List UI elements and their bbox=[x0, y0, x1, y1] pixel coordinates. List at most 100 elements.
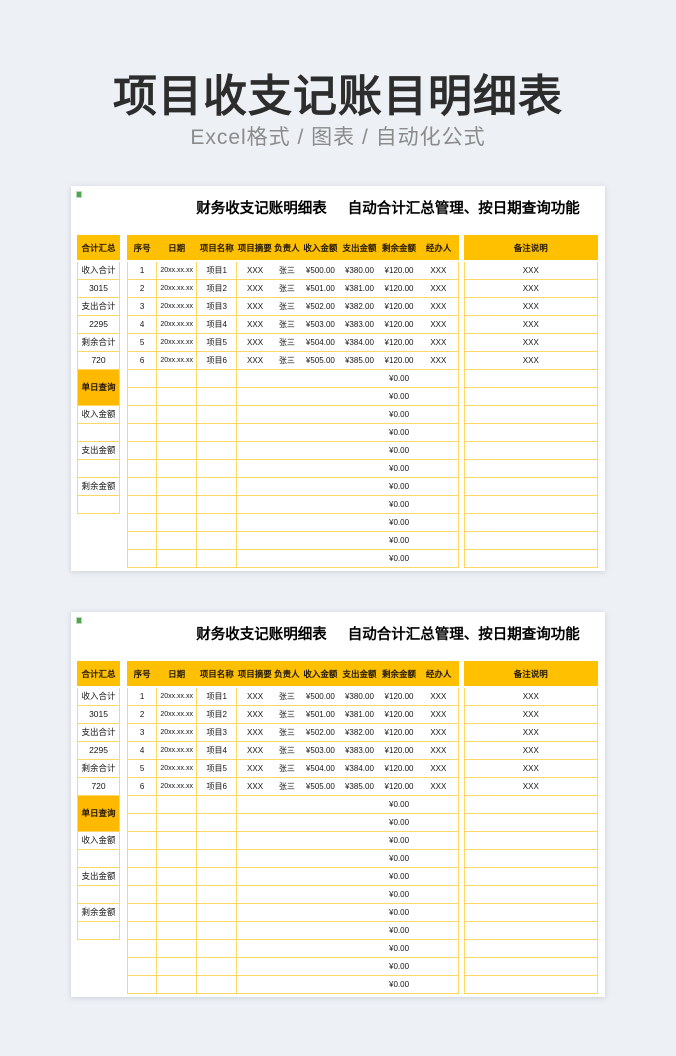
cell-day-query: 单日查询 bbox=[76, 369, 121, 406]
cell-balance: ¥120.00 bbox=[378, 297, 420, 316]
cell-expense bbox=[339, 831, 379, 850]
cell-summary-label: 剩余金额 bbox=[76, 903, 121, 922]
column-gap bbox=[119, 369, 128, 388]
cell-selection-artifact bbox=[76, 617, 82, 624]
cell-owner bbox=[272, 957, 301, 976]
column-gap bbox=[458, 387, 465, 406]
cell-expense: ¥382.00 bbox=[339, 723, 379, 742]
cell-owner bbox=[272, 531, 301, 550]
cell-income: ¥503.00 bbox=[300, 315, 340, 334]
cell-summary-label: 收入金额 bbox=[76, 831, 121, 850]
cell-none bbox=[78, 550, 120, 568]
cell-income bbox=[300, 921, 340, 940]
cell-handler: XXX bbox=[419, 777, 459, 796]
cell-date bbox=[156, 477, 198, 496]
cell-balance-zero: ¥0.00 bbox=[378, 831, 420, 850]
data-row: 收入合计 1 20xx.xx.xx 项目1 XXX 张三 ¥500.00 ¥380.00 ¥12… bbox=[76, 260, 599, 280]
cell-project-name bbox=[196, 423, 238, 442]
column-gap bbox=[119, 795, 128, 814]
column-header-notes: 备注说明 bbox=[463, 661, 599, 688]
sheet-title-main: 财务收支记账明细表 bbox=[196, 201, 327, 217]
cell-owner: 张三 bbox=[272, 759, 301, 778]
cell-balance: ¥120.00 bbox=[378, 351, 420, 370]
cell-summary: 720 bbox=[76, 777, 121, 796]
cell-handler: XXX bbox=[419, 315, 459, 334]
cell-expense bbox=[339, 387, 379, 406]
cell-notes bbox=[463, 549, 599, 568]
column-gap bbox=[119, 387, 128, 406]
cell-project-name: 项目5 bbox=[196, 333, 238, 352]
cell-project-summary: XXX bbox=[236, 279, 273, 298]
empty-row: 支出金额 ¥0.00 bbox=[76, 867, 599, 886]
column-gap bbox=[119, 777, 128, 796]
cell-expense bbox=[339, 975, 379, 994]
cell-day-query: 单日查询 bbox=[76, 795, 121, 832]
cell-expense bbox=[339, 441, 379, 460]
cell-expense: ¥385.00 bbox=[339, 777, 379, 796]
cell-none bbox=[78, 940, 120, 958]
empty-row: 支出金额 ¥0.00 bbox=[76, 441, 599, 460]
cell-income: ¥504.00 bbox=[300, 333, 340, 352]
cell-income bbox=[300, 867, 340, 886]
cell-project-summary: XXX bbox=[236, 777, 273, 796]
cell-notes: XXX bbox=[463, 777, 599, 796]
cell-balance: ¥120.00 bbox=[378, 315, 420, 334]
cell-balance-zero: ¥0.00 bbox=[378, 459, 420, 478]
cell-handler: XXX bbox=[419, 279, 459, 298]
cell-summary: 收入合计 bbox=[76, 260, 121, 280]
cell-project-name: 项目5 bbox=[196, 759, 238, 778]
cell-notes: XXX bbox=[463, 279, 599, 298]
cell-income: ¥501.00 bbox=[300, 279, 340, 298]
cell-balance-zero: ¥0.00 bbox=[378, 957, 420, 976]
cell-notes bbox=[463, 531, 599, 550]
cell-date bbox=[156, 423, 198, 442]
cell-date: 20xx.xx.xx bbox=[156, 686, 198, 706]
empty-row: ¥0.00 bbox=[78, 957, 599, 976]
column-gap bbox=[458, 495, 465, 514]
cell-expense bbox=[339, 813, 379, 832]
column-gap bbox=[119, 333, 128, 352]
cell-balance-zero: ¥0.00 bbox=[378, 849, 420, 868]
cell-owner: 张三 bbox=[272, 741, 301, 760]
cell-handler bbox=[419, 885, 459, 904]
cell-project-summary bbox=[236, 795, 273, 814]
cell-balance-zero: ¥0.00 bbox=[378, 477, 420, 496]
column-gap bbox=[458, 759, 465, 778]
cell-income bbox=[300, 831, 340, 850]
cell-project-name bbox=[196, 795, 238, 814]
column-header-notes: 备注说明 bbox=[463, 235, 599, 262]
column-gap bbox=[458, 921, 465, 940]
cell-project-summary: XXX bbox=[236, 315, 273, 334]
cell-summary-label: 收入金额 bbox=[76, 405, 121, 424]
cell-seq bbox=[127, 939, 158, 958]
cell-project-summary: XXX bbox=[236, 351, 273, 370]
cell-handler bbox=[419, 513, 459, 532]
cell-seq: 5 bbox=[127, 333, 158, 352]
spreadsheet-table: 合计汇总 序号 日期 项目名称 项目摘要 负责人 收入金额 支出金额 剩余金额 经办人 备注说明 收入… bbox=[76, 661, 599, 994]
cell-income bbox=[300, 423, 340, 442]
cell-income: ¥500.00 bbox=[300, 686, 340, 706]
cell-project-summary: XXX bbox=[236, 686, 273, 706]
cell-balance: ¥120.00 bbox=[378, 333, 420, 352]
column-gap bbox=[119, 297, 128, 316]
empty-row: ¥0.00 bbox=[76, 495, 599, 514]
column-header-8: 经办人 bbox=[418, 235, 459, 262]
cell-balance-zero: ¥0.00 bbox=[378, 867, 420, 886]
data-row: 3015 2 20xx.xx.xx 项目2 XXX 张三 ¥501.00 ¥381.00 ¥12… bbox=[76, 279, 599, 298]
cell-summary: 支出合计 bbox=[76, 297, 121, 316]
column-header-5: 收入金额 bbox=[300, 661, 341, 688]
cell-summary: 3015 bbox=[76, 279, 121, 298]
data-row: 2295 4 20xx.xx.xx 项目4 XXX 张三 ¥503.00 ¥383.00 ¥12… bbox=[76, 741, 599, 760]
cell-balance: ¥120.00 bbox=[378, 759, 420, 778]
column-gap bbox=[119, 235, 128, 261]
cell-summary-label bbox=[76, 495, 121, 514]
column-gap bbox=[119, 315, 128, 334]
cell-notes bbox=[463, 885, 599, 904]
cell-date bbox=[156, 867, 198, 886]
cell-balance-zero: ¥0.00 bbox=[378, 423, 420, 442]
cell-expense bbox=[339, 513, 379, 532]
cell-project-summary: XXX bbox=[236, 260, 273, 280]
cell-notes bbox=[463, 813, 599, 832]
cell-balance-zero: ¥0.00 bbox=[378, 939, 420, 958]
column-gap bbox=[119, 549, 128, 568]
